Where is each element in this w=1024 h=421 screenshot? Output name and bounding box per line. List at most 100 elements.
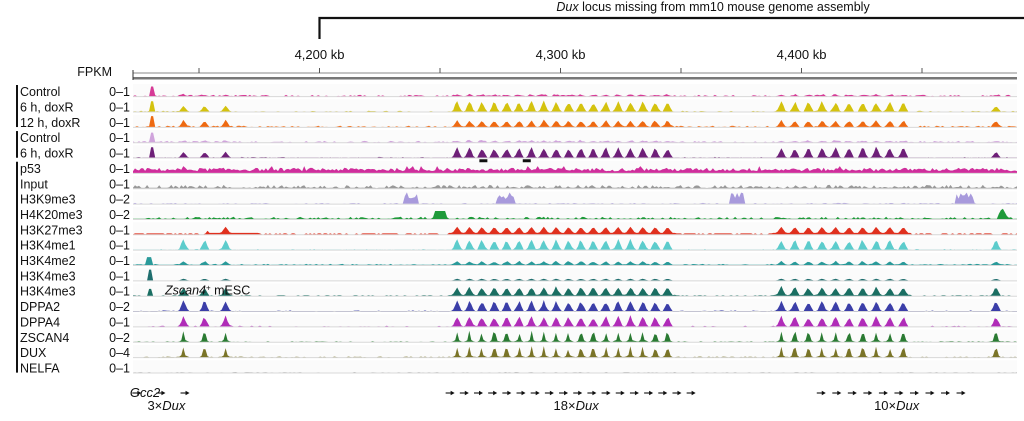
dux-arrowhead bbox=[493, 390, 498, 396]
track-label: H3K27me3 bbox=[20, 223, 83, 237]
copy-count: 18× bbox=[554, 398, 576, 413]
repeat-cluster-label: 18×Dux bbox=[554, 398, 600, 413]
dux-arrowhead bbox=[592, 390, 597, 396]
annotation-rest: mESC bbox=[211, 284, 251, 298]
dux-arrowhead bbox=[961, 390, 966, 396]
dux-arrowhead bbox=[663, 390, 668, 396]
track-range: 0–2 bbox=[109, 208, 130, 222]
tick-label: 4,400 kb bbox=[777, 47, 827, 62]
track-range: 0–1 bbox=[109, 269, 130, 283]
signal-area bbox=[133, 330, 1017, 342]
track-background bbox=[133, 268, 1017, 281]
track-background bbox=[133, 298, 1017, 312]
signal-area bbox=[133, 100, 1017, 112]
track: NELFA 0–1 bbox=[20, 360, 1017, 375]
dux-arrowhead bbox=[535, 390, 540, 396]
track: 6 h, doxR 0–1 bbox=[20, 145, 1017, 161]
track-label: NELFA bbox=[20, 361, 60, 375]
dux-arrowhead bbox=[137, 390, 142, 396]
track-label: p53 bbox=[20, 162, 41, 176]
signal-area bbox=[133, 166, 1017, 173]
dux-arrowhead bbox=[634, 390, 639, 396]
dux-arrowhead bbox=[464, 390, 469, 396]
dux-arrowhead bbox=[837, 390, 842, 396]
track-background bbox=[133, 222, 1017, 235]
signal-area bbox=[133, 226, 1017, 235]
bracket-line bbox=[318, 16, 1024, 39]
track: 6 h, doxR 0–1 bbox=[20, 99, 1017, 115]
track-background bbox=[133, 84, 1017, 97]
track: Control 0–1 bbox=[20, 84, 1017, 99]
track-label: Input bbox=[20, 177, 48, 191]
track-label: Control bbox=[20, 85, 60, 99]
annotation-sup: + bbox=[206, 283, 211, 292]
missing-locus-bracket: Dux locus missing from mm10 mouse genome… bbox=[318, 0, 1024, 39]
track-range: 0–1 bbox=[109, 361, 130, 375]
title-rest: locus missing from mm10 mouse genome ass… bbox=[579, 0, 871, 14]
track-background bbox=[133, 237, 1017, 250]
cluster-gene: Dux bbox=[576, 398, 600, 413]
motif-marker bbox=[522, 159, 531, 163]
track-background bbox=[133, 360, 1017, 373]
track-range: 0–1 bbox=[109, 101, 130, 115]
track-label: H3K4me3 bbox=[20, 285, 76, 299]
track: DPPA2 0–2 bbox=[20, 298, 1017, 314]
track-label: H3K4me1 bbox=[20, 239, 76, 253]
track-range: 0–1 bbox=[109, 285, 130, 299]
track: H3K4me3 0–1 Zscan4+ mESC bbox=[20, 283, 1017, 299]
track-range: 0–2 bbox=[109, 193, 130, 207]
motif-marker bbox=[479, 159, 488, 163]
track: H3K4me2 0–1 bbox=[20, 252, 1017, 268]
dux-arrowhead bbox=[549, 390, 554, 396]
track-background bbox=[133, 99, 1017, 112]
track-annotation: Zscan4+ mESC bbox=[164, 283, 250, 298]
track-range: 0–1 bbox=[109, 116, 130, 130]
track-label: Control bbox=[20, 131, 60, 145]
track-background bbox=[133, 283, 1017, 296]
track-label: H3K4me3 bbox=[20, 269, 76, 283]
track: H3K27me3 0–1 bbox=[20, 222, 1017, 237]
track: H3K4me1 0–1 bbox=[20, 237, 1017, 253]
track-range: 0–1 bbox=[109, 177, 130, 191]
tick-label: 4,300 kb bbox=[536, 47, 586, 62]
track-background bbox=[133, 130, 1017, 143]
fpkm-label: FPKM bbox=[77, 65, 112, 79]
track-range: 0–1 bbox=[109, 223, 130, 237]
axis-band bbox=[133, 77, 1017, 80]
dux-arrowhead bbox=[821, 390, 826, 396]
track-label: H3K9me3 bbox=[20, 193, 76, 207]
dux-arrowhead bbox=[691, 390, 696, 396]
dux-arrowhead bbox=[914, 390, 919, 396]
track-background bbox=[133, 145, 1017, 158]
track: H3K4me3 0–1 bbox=[20, 268, 1017, 283]
signal-area bbox=[133, 116, 1017, 127]
track-label: DUX bbox=[20, 346, 47, 360]
dux-arrowhead bbox=[677, 390, 682, 396]
track: H4K20me3 0–2 bbox=[20, 206, 1017, 222]
signal-area bbox=[133, 285, 1017, 296]
track-label: DPPA4 bbox=[20, 315, 60, 329]
track-background bbox=[133, 176, 1017, 189]
signal-area bbox=[133, 238, 1017, 250]
track: ZSCAN4 0–2 bbox=[20, 329, 1017, 345]
dux-arrowhead bbox=[161, 390, 166, 396]
dux-arrowhead bbox=[478, 390, 483, 396]
track-label: ZSCAN4 bbox=[20, 331, 69, 345]
track: Input 0–1 bbox=[20, 176, 1017, 191]
signal-area bbox=[133, 346, 1017, 358]
track-range: 0–1 bbox=[109, 147, 130, 161]
track-background bbox=[133, 114, 1017, 128]
bracket-title: Dux locus missing from mm10 mouse genome… bbox=[556, 0, 870, 14]
track-background bbox=[133, 314, 1017, 327]
track-range: 0–1 bbox=[109, 131, 130, 145]
dux-arrowhead bbox=[521, 390, 526, 396]
track-range: 0–1 bbox=[109, 239, 130, 253]
track-range: 0–1 bbox=[109, 254, 130, 268]
dux-arrowhead bbox=[620, 390, 625, 396]
track-background bbox=[133, 329, 1017, 342]
signal-area bbox=[133, 300, 1017, 312]
track: H3K9me3 0–2 bbox=[20, 191, 1017, 207]
dux-arrowhead bbox=[507, 390, 512, 396]
track-background bbox=[133, 252, 1017, 266]
